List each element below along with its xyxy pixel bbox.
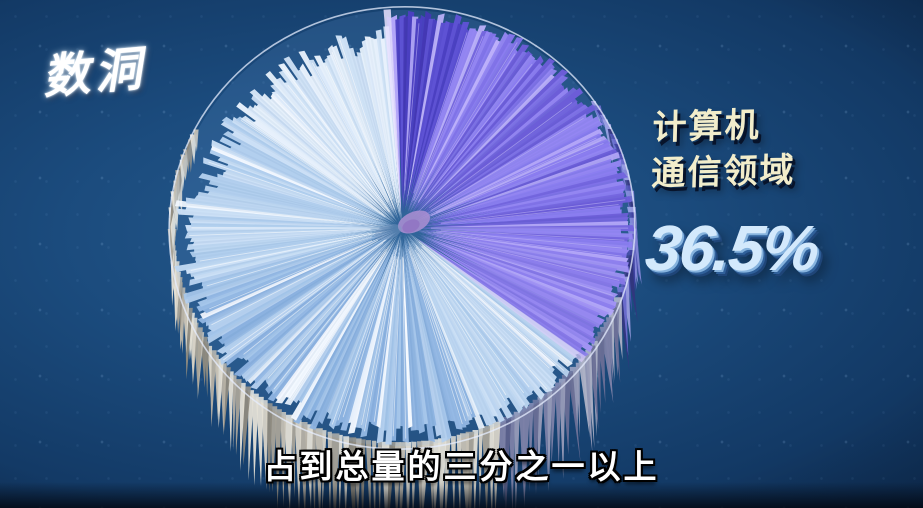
segment-callout: 计算机 通信领域 36.5% xyxy=(642,102,821,285)
segment-percent-value: 36.5% xyxy=(642,212,822,285)
segment-label-line1: 计算机 xyxy=(652,106,762,148)
bottom-letterbox-fade xyxy=(0,482,923,508)
logo-shudong: 数洞 xyxy=(40,41,149,104)
segment-label-line2: 通信领域 xyxy=(650,150,796,193)
segment-label: 计算机 通信领域 xyxy=(651,102,819,197)
subtitle-caption: 占到总量的三分之一以上 xyxy=(263,448,660,485)
